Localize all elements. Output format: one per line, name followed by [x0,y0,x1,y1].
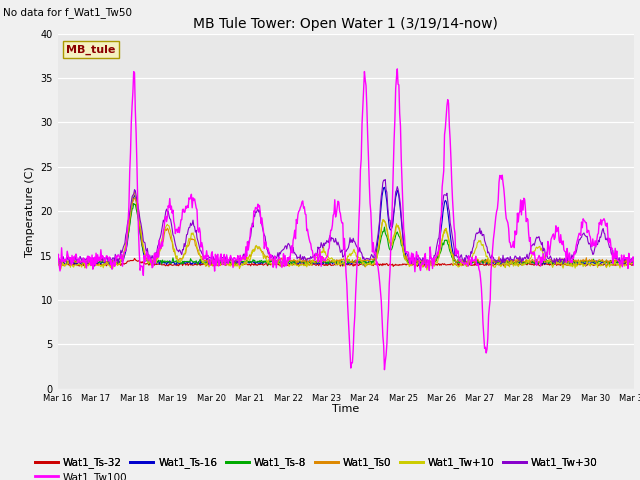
Y-axis label: Temperature (C): Temperature (C) [25,166,35,257]
Legend: Wat1_Tw100: Wat1_Tw100 [31,468,132,480]
X-axis label: Time: Time [332,404,359,414]
Legend: Wat1_Ts-32, Wat1_Ts-16, Wat1_Ts-8, Wat1_Ts0, Wat1_Tw+10, Wat1_Tw+30: Wat1_Ts-32, Wat1_Ts-16, Wat1_Ts-8, Wat1_… [31,453,602,472]
Text: No data for f_Wat1_Tw50: No data for f_Wat1_Tw50 [3,7,132,18]
Title: MB Tule Tower: Open Water 1 (3/19/14-now): MB Tule Tower: Open Water 1 (3/19/14-now… [193,17,498,31]
Text: MB_tule: MB_tule [67,44,116,55]
